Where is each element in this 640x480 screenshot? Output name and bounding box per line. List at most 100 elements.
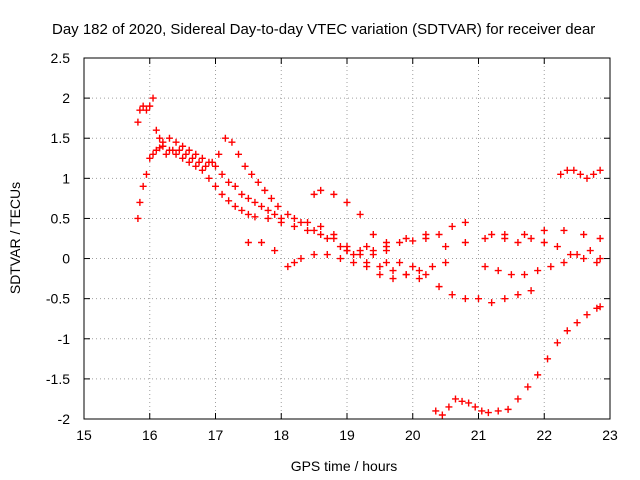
data-point [264,214,272,222]
data-point [290,214,298,222]
series-track-5 [310,186,535,307]
data-point [415,275,423,283]
data-point [336,255,344,263]
axis-ticks [83,57,611,420]
data-point [146,102,154,110]
data-point [461,218,469,226]
data-point [445,403,453,411]
data-point [396,239,404,247]
x-tick-label: 18 [273,427,289,443]
data-point [576,170,584,178]
data-point [376,271,384,279]
data-point [488,299,496,307]
data-point [382,239,390,247]
data-point [583,311,591,319]
data-point [573,251,581,259]
series-track-3 [162,134,423,283]
x-tick-label: 21 [471,427,487,443]
data-point [290,259,298,267]
data-point [504,405,512,413]
data-point [409,237,417,245]
data-point [156,134,164,142]
data-point [284,210,292,218]
series-track-4 [244,239,450,283]
data-point [218,170,226,178]
data-point [494,267,502,275]
data-point [175,146,183,154]
data-point [458,397,466,405]
y-tick-label: 2 [62,90,70,106]
data-point [596,255,604,263]
data-point [165,134,173,142]
x-tick-label: 16 [142,427,158,443]
data-point [212,182,219,190]
data-point [596,166,604,174]
data-point [514,239,522,247]
data-point [208,158,216,166]
data-point [560,259,568,267]
data-point [560,226,568,234]
y-tick-label: 1 [62,170,70,186]
data-point [514,395,522,403]
data-point [159,138,167,146]
x-tick-label: 19 [339,427,355,443]
data-point [231,202,239,210]
data-point [422,230,430,238]
data-point [356,247,364,255]
data-point [590,170,598,178]
data-point [540,239,548,247]
data-point [488,230,496,238]
data-point [261,186,269,194]
series-track-2 [134,94,390,267]
data-point [185,146,193,154]
data-point [534,371,542,379]
data-point [192,150,200,158]
data-point [481,235,489,242]
data-point [172,150,180,158]
data-point [251,213,259,221]
y-tick-label: 0 [62,251,70,267]
data-point [553,339,561,347]
data-point [146,154,154,162]
data-point [557,170,565,178]
data-point [593,259,601,267]
y-tick-label: 0.5 [51,210,71,226]
data-point [389,275,397,283]
data-point [231,182,239,190]
data-point [432,407,440,415]
data-point [435,283,443,291]
data-point [323,251,331,259]
data-point [580,255,588,263]
data-point [402,235,410,242]
data-point [248,170,256,178]
data-point [277,214,285,222]
data-markers [134,94,604,419]
data-point [310,190,318,198]
data-point [152,126,160,134]
series-track-7 [481,247,604,279]
x-tick-label: 15 [76,427,92,443]
data-point [212,162,219,170]
data-point [310,226,318,234]
data-point [544,355,552,363]
data-point [271,247,279,255]
data-point [382,247,390,255]
data-point [218,190,226,198]
data-point [297,255,305,263]
y-tick-label: 1.5 [51,130,71,146]
data-point [198,166,206,174]
data-point [343,247,351,255]
data-point [134,118,142,126]
data-point [396,259,404,267]
data-point [198,154,206,162]
data-point [580,230,588,238]
data-point [461,295,469,303]
data-point [149,150,157,158]
data-point [461,239,469,247]
data-point [228,138,236,146]
data-point [185,158,193,166]
data-point [494,407,502,415]
data-point [310,251,318,259]
x-tick-label: 20 [405,427,421,443]
data-point [567,251,575,259]
